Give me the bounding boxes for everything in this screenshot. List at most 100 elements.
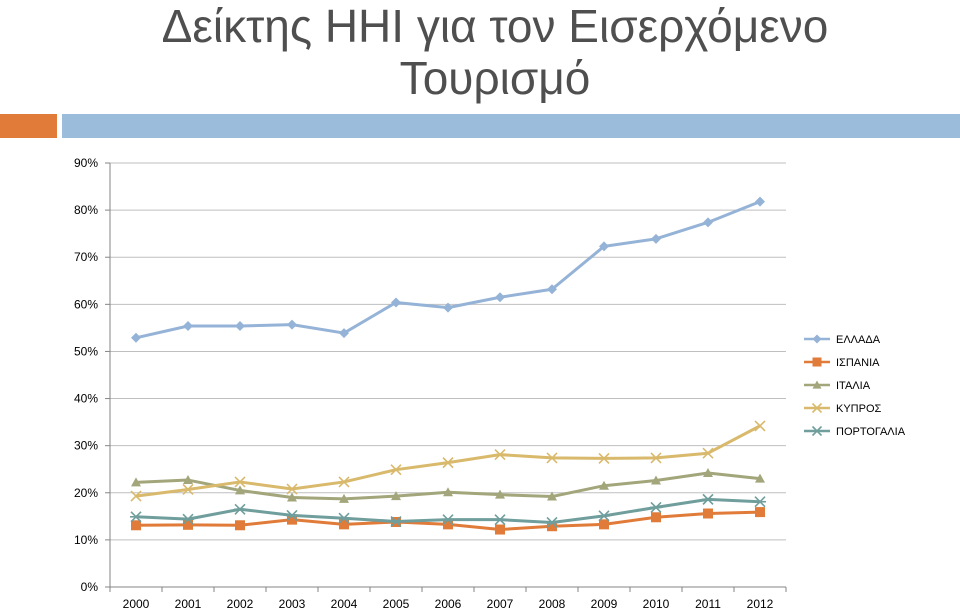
series-1 — [131, 196, 765, 343]
data-point-5-2002 — [234, 503, 246, 515]
data-point-2-2002 — [235, 520, 245, 531]
series-4 — [130, 420, 766, 502]
legend-marker-2 — [812, 357, 822, 367]
data-point-3-2010 — [651, 475, 661, 485]
data-point-5-2012 — [754, 496, 766, 508]
data-point-3-2001 — [183, 475, 193, 485]
x-tick-label-2004: 2004 — [331, 597, 358, 610]
data-point-5-2006 — [442, 514, 454, 526]
legend-marker-3 — [812, 380, 822, 389]
data-point-2-2012 — [755, 507, 765, 518]
series-5 — [130, 493, 766, 529]
data-point-4-2005 — [390, 464, 402, 476]
data-point-3-2004 — [339, 493, 349, 503]
x-tick-label-2006: 2006 — [435, 597, 462, 610]
data-point-1-2011 — [703, 217, 713, 228]
data-point-3-2009 — [599, 480, 609, 490]
data-point-5-2000 — [130, 511, 142, 523]
data-point-3-2000 — [131, 477, 141, 487]
data-point-4-2012 — [754, 420, 766, 432]
data-point-3-2008 — [547, 491, 557, 501]
series-3 — [131, 467, 765, 503]
data-point-2-2001 — [183, 519, 193, 530]
y-tick-label-6: 60% — [74, 297, 98, 311]
axes: 0% 10% 20% 30% 40% 50% 60% 70% 80% 90% 2000 2001 200… — [74, 156, 787, 610]
legend-item-5: ΠΟΡΤΟΓΑΛΙΑ — [804, 425, 906, 438]
y-tick-label-2: 20% — [74, 486, 98, 500]
data-point-5-2009 — [598, 510, 610, 522]
legend-label-5: ΠΟΡΤΟΓΑΛΙΑ — [836, 426, 906, 438]
data-point-1-2009 — [599, 241, 609, 252]
data-point-1-2003 — [287, 319, 297, 330]
x-tick-label-2011: 2011 — [695, 597, 721, 610]
data-point-5-2001 — [182, 513, 194, 525]
data-point-5-2011 — [702, 493, 714, 505]
data-point-1-2005 — [391, 297, 401, 308]
y-tick-label-5: 50% — [74, 344, 98, 358]
y-tick-label-3: 30% — [74, 439, 98, 453]
series-line-4 — [135, 424, 761, 498]
data-point-3-2011 — [703, 467, 713, 477]
x-tick-label-2012: 2012 — [747, 597, 774, 610]
data-point-3-2006 — [443, 487, 453, 497]
data-point-4-2007 — [494, 449, 506, 461]
data-point-5-2004 — [338, 512, 350, 524]
legend-label-1: ΕΛΛΑΔΑ — [836, 334, 881, 346]
legend-item-2: ΙΣΠΑΝΙΑ — [804, 357, 880, 369]
data-point-4-2011 — [702, 447, 714, 459]
data-point-4-2003 — [286, 483, 298, 495]
x-tick-label-2005: 2005 — [383, 597, 410, 610]
data-point-1-2006 — [443, 302, 453, 313]
x-tick-label-2000: 2000 — [123, 597, 150, 610]
legend-marker-1 — [812, 334, 822, 344]
data-point-1-2010 — [651, 233, 661, 244]
data-point-2-2000 — [131, 520, 141, 531]
y-tick-label-1: 10% — [74, 533, 98, 547]
legend-label-4: ΚΥΠΡΟΣ — [836, 403, 882, 415]
series-line-1 — [135, 200, 761, 340]
legend-marker-5 — [811, 425, 823, 437]
data-point-2-2007 — [495, 524, 505, 535]
data-point-2-2004 — [339, 519, 349, 530]
data-point-3-2002 — [235, 485, 245, 495]
data-point-4-2006 — [442, 457, 454, 469]
data-point-1-2012 — [755, 196, 765, 207]
data-point-1-2000 — [131, 332, 141, 343]
data-point-3-2012 — [755, 473, 765, 483]
data-point-1-2001 — [183, 321, 193, 332]
data-point-3-2007 — [495, 489, 505, 499]
data-point-4-2009 — [598, 452, 610, 464]
data-point-1-2007 — [495, 292, 505, 303]
y-tick-label-8: 80% — [74, 203, 98, 217]
data-point-5-2010 — [650, 501, 662, 513]
legend-label-2: ΙΣΠΑΝΙΑ — [836, 357, 880, 369]
x-tick-label-2003: 2003 — [279, 597, 306, 610]
data-point-2-2003 — [287, 514, 297, 525]
accent-bar-orange — [0, 114, 57, 138]
x-tick-label-2010: 2010 — [643, 597, 670, 610]
data-point-5-2007 — [494, 514, 506, 526]
legend-item-1: ΕΛΛΑΔΑ — [804, 334, 881, 346]
slide-title: Δείκτης HHI για τον Εισερχόμενο Τουρισμό — [60, 0, 930, 104]
x-tick-label-2009: 2009 — [591, 597, 618, 610]
slide-title-line-1: Δείκτης HHI για τον Εισερχόμενο — [161, 0, 829, 52]
data-point-1-2004 — [339, 328, 349, 339]
x-tick-label-2001: 2001 — [175, 597, 202, 610]
x-tick-label-2002: 2002 — [227, 597, 254, 610]
legend: ΕΛΛΑΔΑ ΙΣΠΑΝΙΑ ΙΤΑΛΙΑ ΚΥΠΡΟΣ ΠΟΡΤΟΓΑΛΙΑ — [804, 334, 906, 438]
legend-item-3: ΙΤΑΛΙΑ — [804, 380, 871, 392]
data-point-4-2010 — [650, 452, 662, 464]
data-point-2-2008 — [547, 521, 557, 532]
data-point-2-2011 — [703, 508, 713, 519]
data-point-1-2008 — [547, 284, 557, 295]
accent-bar-blue — [62, 114, 960, 138]
data-point-5-2008 — [546, 516, 558, 529]
data-point-2-2006 — [443, 519, 453, 530]
y-tick-label-0: 0% — [81, 580, 99, 594]
data-point-2-2009 — [599, 519, 609, 530]
y-tick-label-7: 70% — [74, 250, 98, 264]
data-point-5-2005 — [390, 515, 402, 528]
data-point-4-2002 — [234, 476, 246, 488]
y-tick-label-4: 40% — [74, 392, 98, 406]
